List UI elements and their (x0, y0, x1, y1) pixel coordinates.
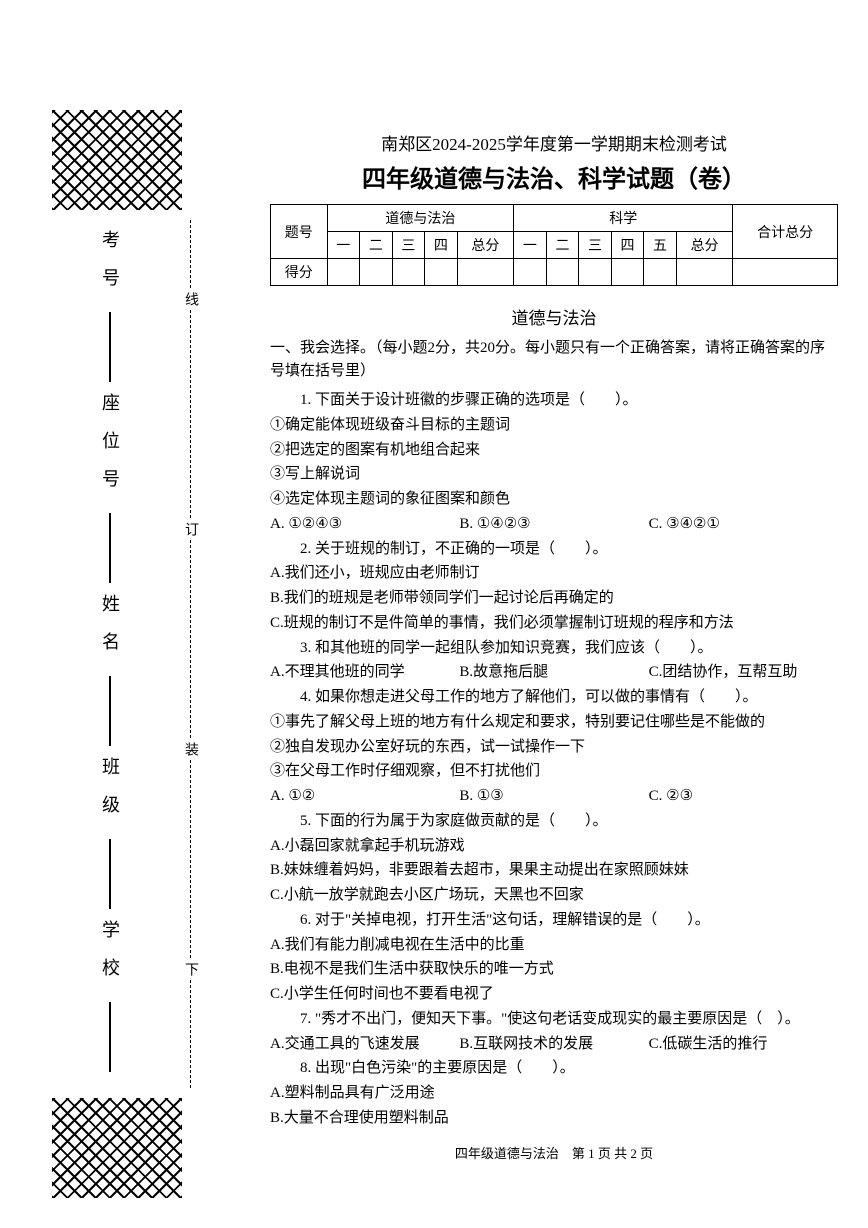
score-cell[interactable] (733, 259, 838, 286)
exam-title: 四年级道德与法治、科学试题（卷） (270, 159, 838, 194)
q4-l1: ①事先了解父母上班的地方有什么规定和要求，特别要记住哪些是不能做的 (270, 710, 838, 735)
q4-l3: ③在父母工作时仔细观察，但不打扰他们 (270, 759, 838, 784)
score-cell[interactable] (392, 259, 425, 286)
q1-stem: 1. 下面关于设计班徽的步骤正确的选项是（ ）。 (270, 388, 838, 413)
q5-B: B.妹妹缠着妈妈，非要跟着去超市，果果主动提出在家照顾妹妹 (270, 858, 838, 883)
section-heading: 道德与法治 (270, 304, 838, 329)
subject-morality: 道德与法治 (327, 205, 514, 232)
q4-A: A. ①② (270, 784, 459, 809)
q3-B: B.故意拖后腿 (459, 660, 648, 685)
col-number-label: 题号 (271, 205, 328, 259)
s1-col: 总分 (457, 232, 514, 259)
hatch-pattern-top (52, 110, 182, 210)
q2-B: B.我们的班规是老师带领同学们一起讨论后再确定的 (270, 586, 838, 611)
score-cell[interactable] (457, 259, 514, 286)
s1-col: 二 (360, 232, 393, 259)
hatch-pattern-bottom (52, 1098, 182, 1198)
q2-C: C.班规的制订不是件简单的事情，我们必须掌握制订班规的程序和方法 (270, 611, 838, 636)
q3-stem: 3. 和其他班的同学一起组队参加知识竞赛，我们应该（ ）。 (270, 636, 838, 661)
q3-C: C.团结协作，互帮互助 (649, 660, 838, 685)
q3-choices: A.不理其他班的同学 B.故意拖后腿 C.团结协作，互帮互助 (270, 660, 838, 685)
score-cell[interactable] (514, 259, 547, 286)
q1-opt2: ②把选定的图案有机地组合起来 (270, 438, 838, 463)
s2-col: 总分 (676, 232, 733, 259)
q1-B: B. ①④②③ (459, 512, 648, 537)
label-class: 班级 (97, 757, 123, 833)
score-cell[interactable] (425, 259, 458, 286)
fold-label-xian: 线 (180, 290, 200, 308)
q7-A: A.交通工具的飞速发展 (270, 1032, 459, 1057)
q5-stem: 5. 下面的行为属于为家庭做贡献的是（ ）。 (270, 809, 838, 834)
s2-col: 三 (579, 232, 612, 259)
score-table: 题号 道德与法治 科学 合计总分 一 二 三 四 总分 一 二 三 四 五 总分… (270, 204, 838, 286)
label-school: 学校 (97, 920, 123, 996)
q6-B: B.电视不是我们生活中获取快乐的唯一方式 (270, 957, 838, 982)
q8-B: B.大量不合理使用塑料制品 (270, 1106, 838, 1131)
q4-stem: 4. 如果你想走进父母工作的地方了解他们，可以做的事情有（ ）。 (270, 685, 838, 710)
q6-A: A.我们有能力削减电视在生活中的比重 (270, 933, 838, 958)
page-footer: 四年级道德与法治 第 1 页 共 2 页 (270, 1143, 838, 1162)
s1-col: 三 (392, 232, 425, 259)
fold-label-ding: 订 (180, 520, 200, 538)
label-seat: 座位号 (97, 393, 123, 507)
q4-B: B. ①③ (459, 784, 648, 809)
s2-col: 五 (644, 232, 677, 259)
exam-content: 南郑区2024-2025学年度第一学期期末检测考试 四年级道德与法治、科学试题（… (240, 0, 868, 1228)
fold-dashed-line (190, 220, 191, 1088)
q4-C: C. ②③ (649, 784, 838, 809)
label-name: 姓名 (97, 594, 123, 670)
score-cell[interactable] (546, 259, 579, 286)
q7-stem: 7. "秀才不出门，便知天下事。"使这句老话变成现实的最主要原因是（ ）。 (270, 1007, 838, 1032)
exam-subtitle: 南郑区2024-2025学年度第一学期期末检测考试 (270, 130, 838, 155)
q5-A: A.小磊回家就拿起手机玩游戏 (270, 834, 838, 859)
q7-choices: A.交通工具的飞速发展 B.互联网技术的发展 C.低碳生活的推行 (270, 1032, 838, 1057)
q6-C: C.小学生任何时间也不要看电视了 (270, 982, 838, 1007)
s2-col: 一 (514, 232, 547, 259)
score-row-label: 得分 (271, 259, 328, 286)
score-cell[interactable] (579, 259, 612, 286)
score-cell[interactable] (327, 259, 360, 286)
q7-C: C.低碳生活的推行 (649, 1032, 838, 1057)
subject-science: 科学 (514, 205, 733, 232)
q2-A: A.我们还小，班规应由老师制订 (270, 561, 838, 586)
q1-opt4: ④选定体现主题词的象征图案和颜色 (270, 487, 838, 512)
score-cell[interactable] (644, 259, 677, 286)
q7-B: B.互联网技术的发展 (459, 1032, 648, 1057)
s1-col: 四 (425, 232, 458, 259)
fold-label-xia: 下 (180, 960, 200, 978)
grand-total-label: 合计总分 (733, 205, 838, 259)
q6-stem: 6. 对于"关掉电视，打开生活"这句话，理解错误的是（ ）。 (270, 908, 838, 933)
score-cell[interactable] (611, 259, 644, 286)
q8-stem: 8. 出现"白色污染"的主要原因是（ ）。 (270, 1056, 838, 1081)
student-info-rail: 考号 座位号 姓名 班级 学校 (45, 230, 175, 1078)
q5-C: C.小航一放学就跑去小区广场玩，天黑也不回家 (270, 883, 838, 908)
s2-col: 二 (546, 232, 579, 259)
q4-l2: ②独自发现办公室好玩的东西，试一试操作一下 (270, 735, 838, 760)
part1-instruction: 一、我会选择。（每小题2分，共20分。每小题只有一个正确答案，请将正确答案的序号… (270, 337, 838, 382)
q1-A: A. ①②④③ (270, 512, 459, 537)
score-cell[interactable] (676, 259, 733, 286)
q1-C: C. ③④②① (649, 512, 838, 537)
q3-A: A.不理其他班的同学 (270, 660, 459, 685)
s2-col: 四 (611, 232, 644, 259)
fold-label-zhuang: 装 (180, 740, 200, 758)
q1-choices: A. ①②④③ B. ①④②③ C. ③④②① (270, 512, 838, 537)
q1-opt3: ③写上解说词 (270, 462, 838, 487)
s1-col: 一 (327, 232, 360, 259)
binding-gutter: 线 订 装 下 考号 座位号 姓名 班级 学校 (0, 0, 240, 1228)
label-exam-id: 考号 (97, 230, 123, 306)
q4-choices: A. ①② B. ①③ C. ②③ (270, 784, 838, 809)
score-cell[interactable] (360, 259, 393, 286)
q2-stem: 2. 关于班规的制订，不正确的一项是（ ）。 (270, 537, 838, 562)
q1-opt1: ①确定能体现班级奋斗目标的主题词 (270, 413, 838, 438)
q8-A: A.塑料制品具有广泛用途 (270, 1081, 838, 1106)
